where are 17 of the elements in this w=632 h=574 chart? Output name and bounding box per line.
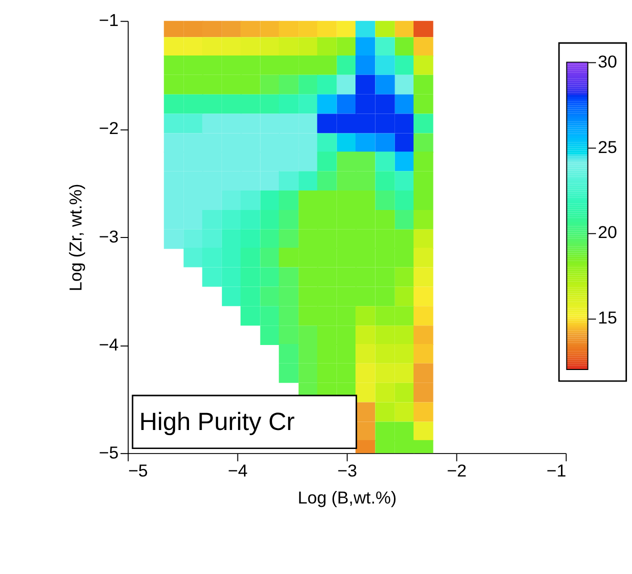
color-bar-label: 20 [598,222,618,242]
y-tick-label: −5 [98,442,119,462]
y-tick-label: −3 [98,226,119,246]
color-bar-label: 15 [598,308,618,328]
x-axis-title: Log (B,wt.%) [298,488,397,508]
color-bar-label: 30 [598,51,618,72]
x-tick-label: −1 [546,460,566,481]
y-axis-title: Log (Zr, wt.%) [66,184,86,292]
x-tick-label: −5 [128,460,148,481]
color-bar-label: 25 [598,136,618,157]
x-tick-label: −2 [446,460,467,481]
x-tick-label: −4 [228,460,248,481]
annotation: High Purity Cr [139,408,295,436]
y-tick-label: −1 [98,10,119,30]
y-tick-label: −2 [98,118,119,138]
x-tick-label: −3 [337,460,358,481]
y-tick-label: −4 [98,334,120,354]
